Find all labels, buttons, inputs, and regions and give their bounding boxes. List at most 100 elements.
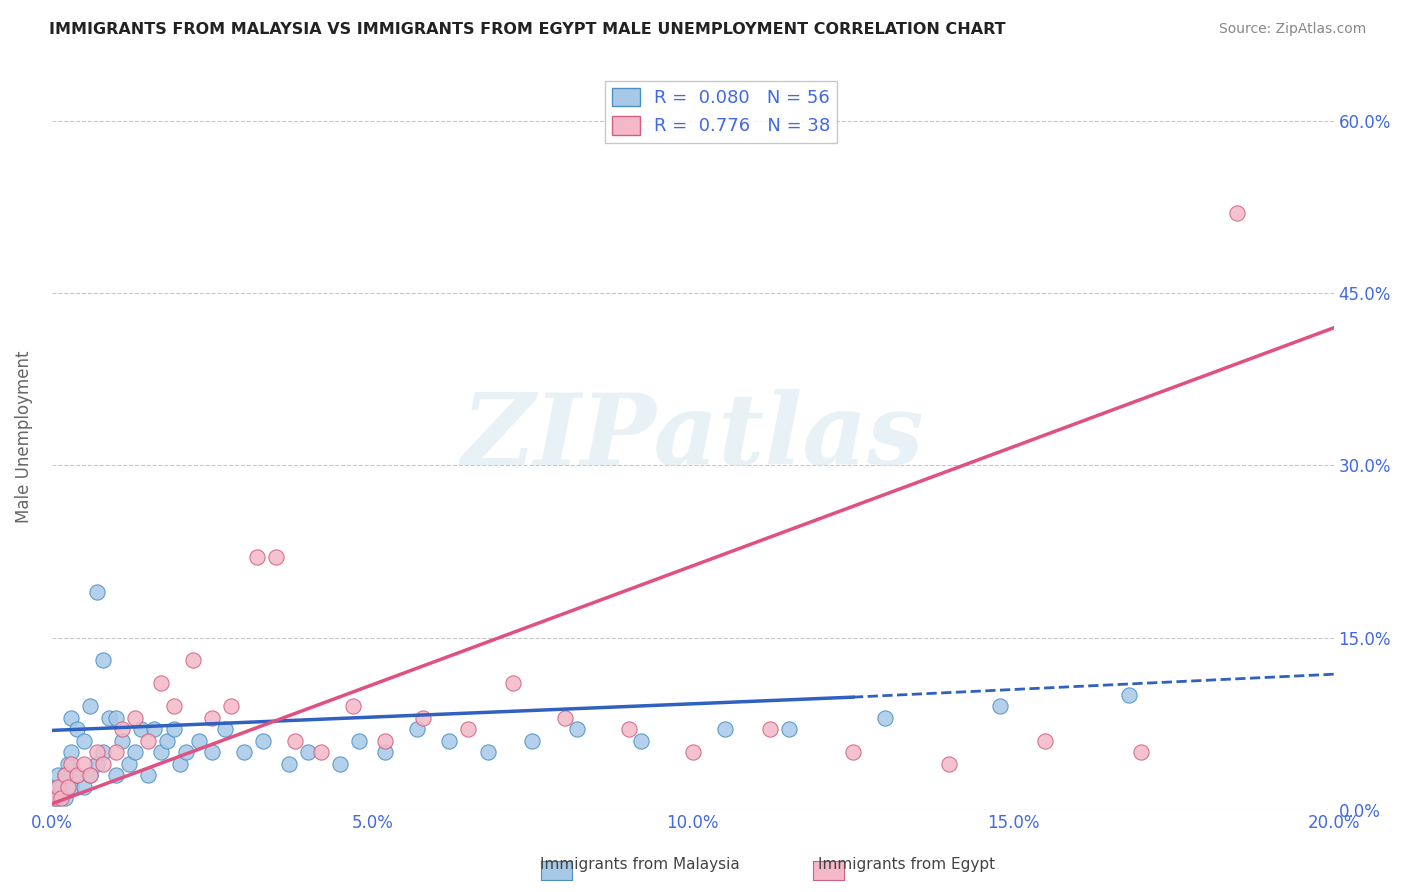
Point [73,733,96,747]
Point [143,723,166,737]
Point [59,745,82,759]
Point [502,676,524,690]
Point [1118,688,1140,702]
Point [349,733,371,747]
Point [45,780,67,794]
Point [406,723,429,737]
Point [284,733,307,747]
Point [477,745,499,759]
Point [51,780,73,794]
Point [44,791,66,805]
Point [104,745,127,759]
Point [53,791,76,805]
Point [53,768,76,782]
Point [91,653,114,667]
Point [149,676,172,690]
Point [111,723,134,737]
Point [758,723,780,737]
Point [713,723,735,737]
Point [630,733,652,747]
Point [374,745,396,759]
Point [938,756,960,771]
Point [59,756,82,771]
Point [56,780,79,794]
Point [86,745,108,759]
Point [86,756,108,771]
Point [86,584,108,599]
Point [778,723,800,737]
Point [162,699,184,714]
Point [46,780,69,794]
Point [176,745,198,759]
Point [252,733,274,747]
Point [682,745,704,759]
Point [264,550,287,565]
Point [131,723,153,737]
Text: Immigrants from Egypt: Immigrants from Egypt [818,857,995,872]
Point [181,653,204,667]
Point [219,699,242,714]
Point [79,768,101,782]
Point [309,745,332,759]
Point [329,756,352,771]
Point [162,723,184,737]
Point [98,711,121,725]
Point [988,699,1011,714]
Point [51,791,73,805]
Point [104,711,127,725]
Point [111,733,134,747]
Point [233,745,256,759]
Point [79,699,101,714]
Point [1226,206,1249,220]
Point [246,550,269,565]
Point [412,711,434,725]
Point [169,756,191,771]
Point [91,745,114,759]
Point [1033,733,1056,747]
Point [118,756,141,771]
Point [66,723,89,737]
Point [567,723,589,737]
Point [188,733,211,747]
Point [66,768,89,782]
Point [522,733,544,747]
Legend: R =  0.080   N = 56, R =  0.776   N = 38: R = 0.080 N = 56, R = 0.776 N = 38 [605,80,838,143]
Y-axis label: Male Unemployment: Male Unemployment [15,351,32,523]
Point [53,768,76,782]
Text: IMMIGRANTS FROM MALAYSIA VS IMMIGRANTS FROM EGYPT MALE UNEMPLOYMENT CORRELATION : IMMIGRANTS FROM MALAYSIA VS IMMIGRANTS F… [49,22,1005,37]
Point [277,756,299,771]
Point [91,756,114,771]
Point [104,768,127,782]
Point [214,723,236,737]
Point [342,699,364,714]
Point [56,756,79,771]
Text: Immigrants from Malaysia: Immigrants from Malaysia [540,857,740,872]
Point [136,768,159,782]
Point [79,768,101,782]
Point [1130,745,1153,759]
Point [297,745,319,759]
Point [73,780,96,794]
Point [59,711,82,725]
Point [48,791,70,805]
Point [201,745,224,759]
Point [46,768,69,782]
Point [149,745,172,759]
Point [617,723,640,737]
Point [201,711,224,725]
Text: Source: ZipAtlas.com: Source: ZipAtlas.com [1219,22,1367,37]
Point [73,756,96,771]
Point [553,711,575,725]
Point [66,768,89,782]
Point [124,745,146,759]
Point [59,780,82,794]
Text: ZIPatlas: ZIPatlas [461,389,924,485]
Point [44,791,66,805]
Point [437,733,460,747]
Point [136,733,159,747]
Point [374,733,396,747]
Point [873,711,896,725]
Point [156,733,179,747]
Point [842,745,865,759]
Point [124,711,146,725]
